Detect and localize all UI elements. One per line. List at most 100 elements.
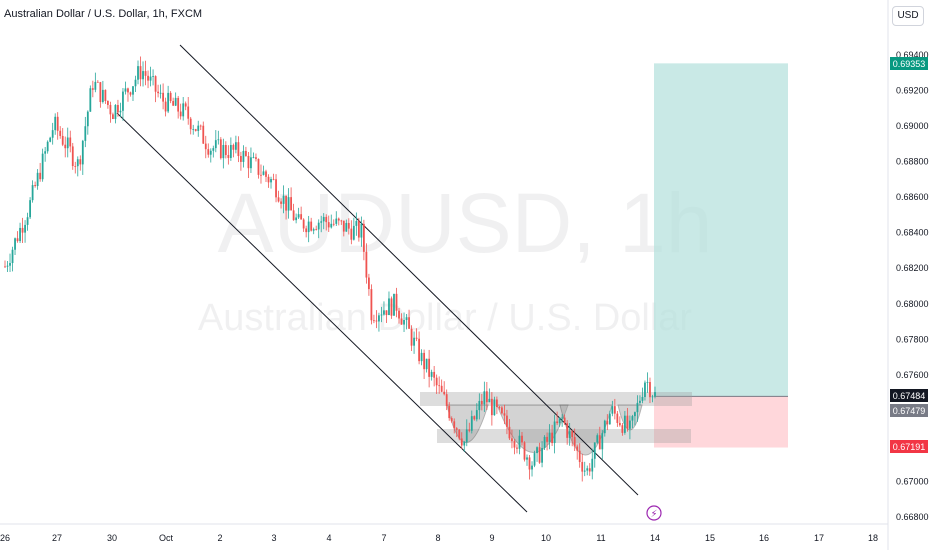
candle-body: [94, 81, 97, 90]
x-tick-label: 9: [489, 533, 494, 543]
candle-body: [282, 195, 285, 204]
candle-body: [473, 416, 476, 420]
candle-body: [117, 104, 119, 113]
x-tick-label: 18: [868, 533, 878, 543]
candle-body: [144, 71, 147, 76]
candle-body: [224, 145, 227, 156]
candle-body: [388, 298, 390, 316]
candle-body: [285, 195, 287, 211]
candle-body: [634, 412, 636, 417]
svg-text:0.67479: 0.67479: [893, 406, 926, 416]
stop-zone[interactable]: [654, 396, 788, 448]
candle-body: [302, 219, 305, 229]
candle-body: [603, 420, 606, 434]
candle-body: [468, 429, 471, 431]
candle-body: [197, 125, 200, 131]
candle-body: [490, 398, 493, 416]
candle-body: [167, 92, 170, 112]
candle-body: [541, 447, 543, 463]
candle-body: [69, 137, 72, 147]
candle-body: [533, 453, 536, 466]
candle-body: [425, 358, 428, 370]
candle-body: [521, 435, 523, 443]
candle-body: [438, 385, 441, 387]
candle-body: [11, 249, 14, 264]
candle-body: [506, 415, 508, 427]
candle-body: [277, 197, 280, 202]
candle-body: [182, 103, 185, 117]
channel-upper-line[interactable]: [179, 44, 639, 496]
candle-body: [495, 399, 498, 408]
candle-body: [616, 413, 619, 423]
candle-body: [250, 157, 252, 169]
candle-body: [4, 266, 6, 268]
candle-body: [122, 91, 124, 111]
candle-body: [649, 382, 651, 398]
y-tick-label: 0.68400: [896, 228, 929, 238]
candle-body: [164, 101, 167, 112]
candle-body: [46, 141, 49, 152]
candle-body: [400, 318, 403, 325]
candle-body: [528, 457, 531, 470]
candle-body: [410, 328, 413, 346]
candle-body: [290, 197, 293, 211]
target-zone[interactable]: [654, 63, 788, 397]
candle-body: [292, 210, 295, 221]
candle-body: [330, 223, 333, 228]
candle-body: [611, 406, 614, 414]
candle-body: [518, 435, 521, 449]
candle-body: [623, 415, 626, 433]
candle-body: [26, 217, 29, 225]
support-zone[interactable]: [437, 429, 691, 443]
candle-body: [106, 100, 109, 105]
candle-body: [398, 310, 400, 319]
candle-body: [209, 150, 212, 155]
channel-lower-line[interactable]: [116, 112, 528, 513]
candle-body: [548, 432, 551, 442]
candle-body: [129, 92, 132, 95]
candle-body: [172, 101, 175, 106]
candle-body: [132, 86, 134, 95]
currency-button[interactable]: USD: [892, 6, 924, 26]
candle-body: [563, 417, 566, 424]
chart-title: Australian Dollar / U.S. Dollar, 1h, FXC…: [4, 8, 203, 20]
candle-body: [455, 428, 458, 430]
watermark-name: Australian Dollar / U.S. Dollar: [198, 297, 693, 339]
event-marker[interactable]: [646, 505, 662, 521]
candle-body: [66, 137, 69, 149]
candle-body: [576, 446, 579, 451]
candle-body: [260, 174, 262, 176]
candle-body: [287, 197, 290, 211]
candle-body: [137, 66, 139, 80]
y-tick-label: 0.69000: [896, 121, 929, 131]
candle-body: [149, 76, 152, 81]
candle-body: [480, 400, 483, 405]
candle-body: [651, 396, 654, 398]
candle-body: [531, 465, 533, 470]
candle-body: [430, 371, 433, 377]
candle-body: [375, 320, 378, 322]
svg-text:0.67484: 0.67484: [893, 391, 926, 401]
entry-price-tag: 0.67479: [890, 404, 928, 417]
candle-body: [192, 129, 195, 130]
candle-body: [636, 402, 639, 413]
candle-body: [81, 140, 84, 165]
y-tick-label: 0.67800: [896, 334, 929, 344]
resistance-zone[interactable]: [420, 392, 692, 406]
candle-body: [360, 223, 363, 238]
candle-body: [174, 97, 177, 106]
candle-body: [207, 149, 210, 155]
candle-body: [147, 75, 149, 81]
candle-body: [104, 89, 107, 101]
candle-body: [355, 221, 358, 226]
candle-body: [347, 222, 350, 229]
candle-body: [626, 415, 629, 429]
candle-body: [503, 413, 506, 416]
candle-body: [262, 171, 265, 175]
svg-text:0.69353: 0.69353: [893, 59, 926, 69]
x-tick-label: 16: [759, 533, 769, 543]
candle-body: [553, 421, 556, 444]
candle-body: [586, 468, 589, 471]
candle-body: [189, 118, 192, 130]
